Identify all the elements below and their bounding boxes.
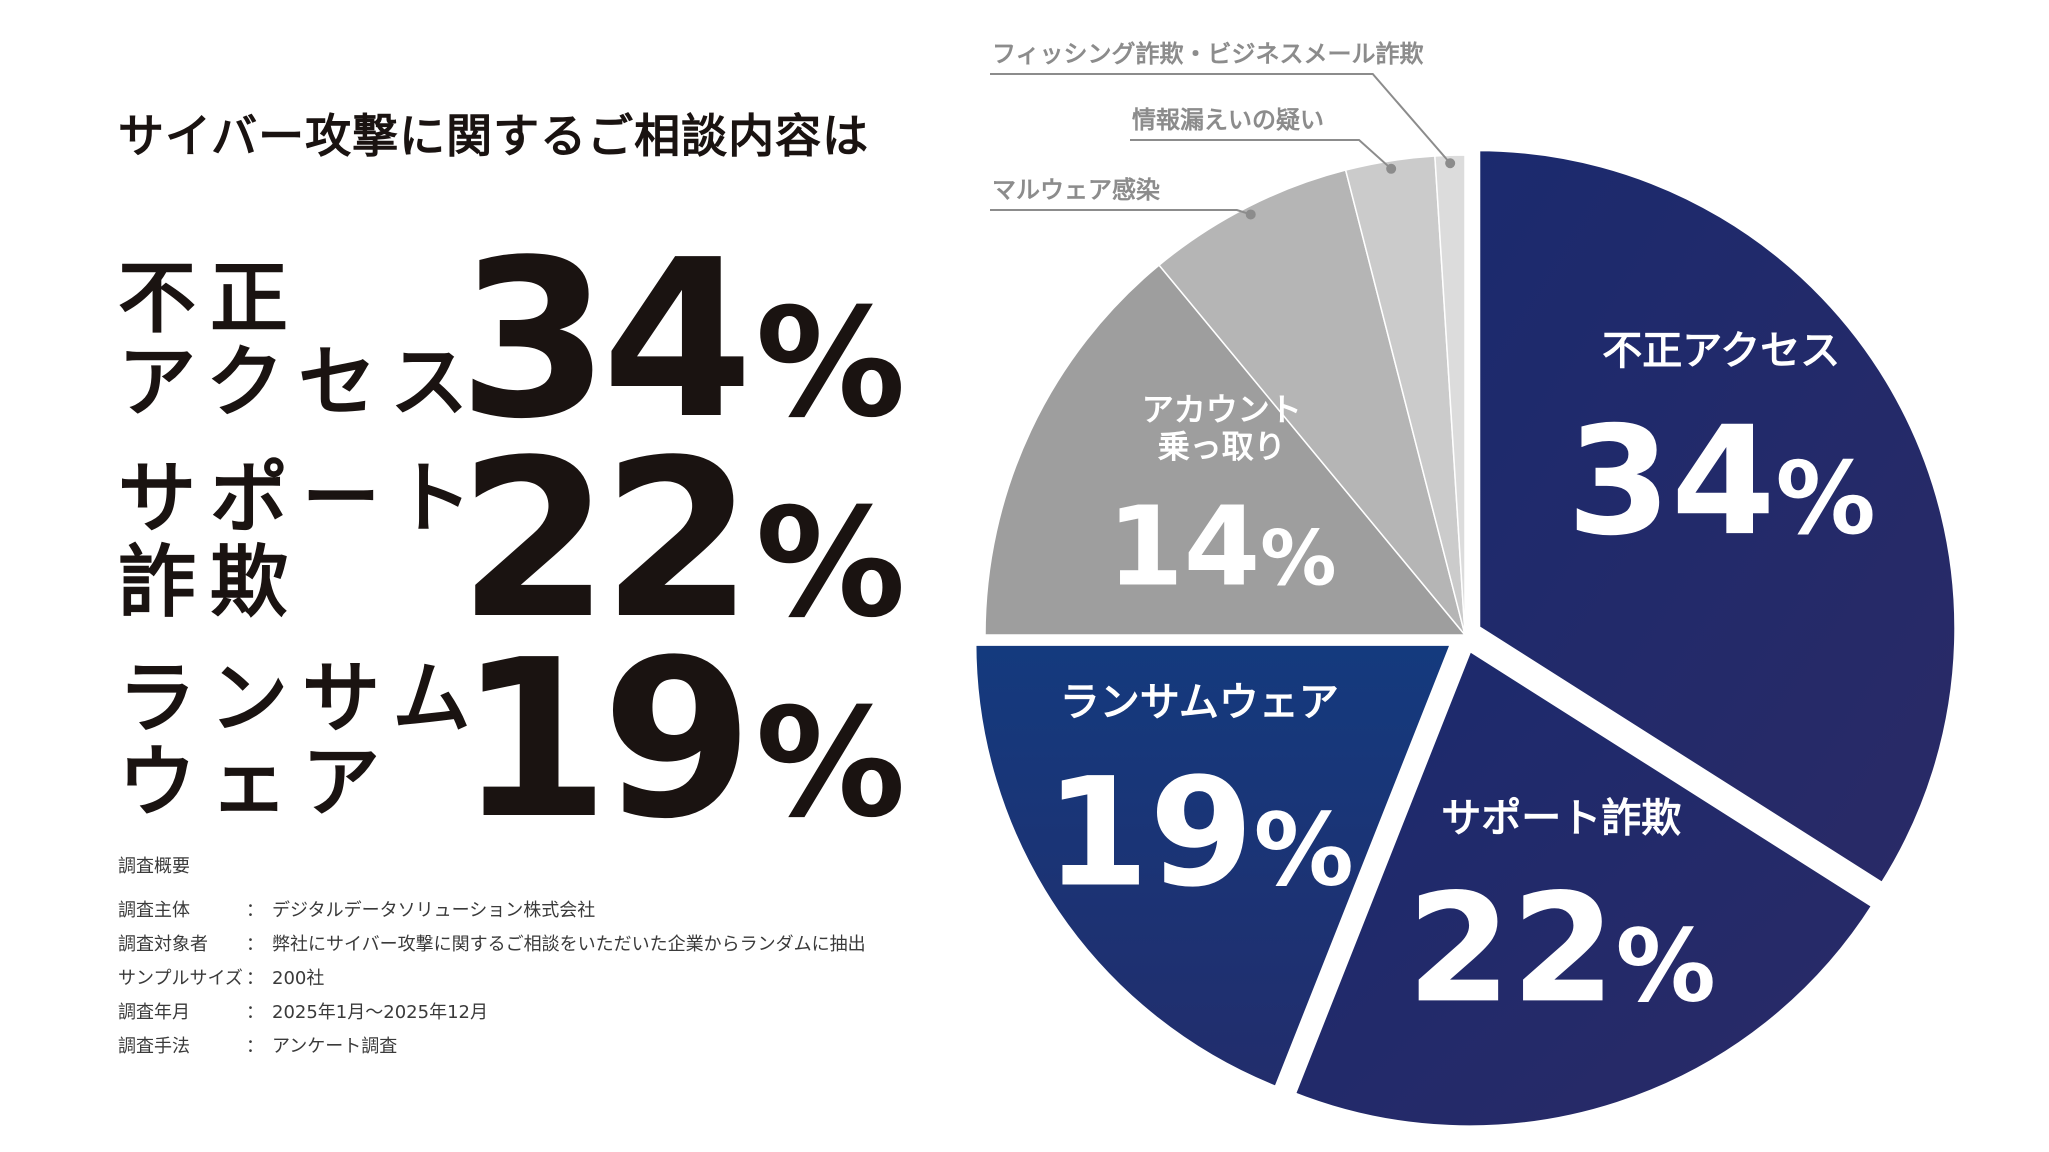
highlight-label-line1: サポート xyxy=(118,454,487,544)
percent-sign: % xyxy=(755,677,906,851)
survey-key: 調査主体 xyxy=(118,900,190,921)
percent-sign: % xyxy=(755,277,906,451)
slice-value-label: 34% xyxy=(1567,395,1876,569)
callout-label: フィッシング詐欺・ビジネスメール詐欺 xyxy=(992,40,1424,68)
pie-slice-7 xyxy=(1434,154,1466,636)
highlight-label: ランサム ウェア xyxy=(118,654,485,828)
highlight-label-line1: ランサム xyxy=(118,654,485,744)
page-title: サイバー攻撃に関するご相談内容は xyxy=(118,109,870,163)
slice-value-percent: % xyxy=(1260,513,1336,602)
survey-value: 弊社にサイバー攻撃に関するご相談をいただいた企業からランダムに抽出 xyxy=(272,934,866,955)
callout-dot xyxy=(1245,209,1256,220)
pie-slices xyxy=(970,145,1961,1132)
callout-label: マルウェア感染 xyxy=(992,176,1160,204)
survey-value: アンケート調査 xyxy=(272,1036,398,1057)
survey-heading: 調査概要 xyxy=(118,856,190,877)
survey-colon: ： xyxy=(246,1002,264,1023)
highlight-value: 34% xyxy=(458,232,906,450)
highlight-ransomware: ランサム ウェア 19% xyxy=(118,632,906,850)
callout-leader-line xyxy=(990,73,1451,164)
highlight-number: 22 xyxy=(458,414,753,667)
callout-dot xyxy=(1445,158,1456,169)
survey-key: 調査対象者 xyxy=(118,934,208,955)
pie-callouts: マルウェア感染 情報漏えいの疑い フィッシング詐欺・ビジネスメール詐欺 xyxy=(990,40,1456,220)
slice-name-label: ランサムウェア xyxy=(1060,680,1339,726)
pie-slice-1 xyxy=(1474,145,1961,890)
highlight-label-line2: 詐欺 xyxy=(118,538,303,628)
survey-value: 2025年1月～2025年12月 xyxy=(272,1002,488,1023)
slice-value-label: 22% xyxy=(1407,862,1716,1036)
slice-name-label: 不正アクセス xyxy=(1602,328,1840,374)
slice-name-label: 乗っ取り xyxy=(1158,427,1286,465)
survey-overview: 調査概要 調査主体 ： デジタルデータソリューション株式会社 調査対象者 ： 弊… xyxy=(118,852,866,1062)
slice-name-label: サポート詐欺 xyxy=(1441,795,1681,841)
slice-value-number: 19 xyxy=(1045,747,1254,921)
pie-slice-2 xyxy=(1288,643,1879,1132)
highlight-support-scam: サポート 詐欺 22% xyxy=(118,432,906,650)
callout-dot xyxy=(1386,163,1397,174)
pie-slice-3 xyxy=(970,639,1458,1094)
slice-value-number: 14 xyxy=(1107,482,1260,610)
slice-value-number: 34 xyxy=(1567,395,1776,569)
highlight-value: 19% xyxy=(458,632,906,850)
callout-leader-line xyxy=(1130,139,1392,170)
survey-row: 調査対象者 ： 弊社にサイバー攻撃に関するご相談をいただいた企業からランダムに抽… xyxy=(118,926,866,960)
slice-name-label: アカウント xyxy=(1142,391,1302,429)
survey-row: 調査主体 ： デジタルデータソリューション株式会社 xyxy=(118,892,866,926)
callout-label: 情報漏えいの疑い xyxy=(1132,106,1324,134)
highlight-number: 19 xyxy=(458,614,753,867)
highlight-label-line1: 不正 xyxy=(118,254,303,344)
highlight-label: 不正 アクセス xyxy=(118,254,483,428)
survey-colon: ： xyxy=(246,968,264,989)
highlight-label-line2: ウェア xyxy=(118,738,395,828)
percent-sign: % xyxy=(755,477,906,651)
pie-slice-5 xyxy=(1157,169,1466,636)
highlight-label: サポート 詐欺 xyxy=(118,454,487,628)
slice-value-percent: % xyxy=(1776,440,1876,557)
survey-colon: ： xyxy=(246,1036,264,1057)
survey-colon: ： xyxy=(246,934,264,955)
survey-row: サンプルサイズ ： 200社 xyxy=(118,960,866,994)
survey-key: 調査手法 xyxy=(118,1036,190,1057)
survey-colon: ： xyxy=(246,900,264,921)
slice-value-label: 14% xyxy=(1107,482,1336,610)
survey-value: デジタルデータソリューション株式会社 xyxy=(272,900,596,921)
slice-value-percent: % xyxy=(1616,907,1716,1024)
slice-value-percent: % xyxy=(1254,792,1354,909)
slice-value-label: 19% xyxy=(1045,747,1354,921)
survey-row: 調査手法 ： アンケート調査 xyxy=(118,1028,866,1062)
survey-value: 200社 xyxy=(272,968,325,989)
highlight-label-line2: アクセス xyxy=(118,338,483,428)
callout-leader-line xyxy=(990,209,1252,216)
survey-key: サンプルサイズ xyxy=(118,968,243,989)
survey-key: 調査年月 xyxy=(118,1002,190,1023)
highlight-number: 34 xyxy=(458,214,753,467)
highlight-unauthorized-access: 不正 アクセス 34% xyxy=(118,232,906,450)
slice-value-number: 22 xyxy=(1407,862,1616,1036)
highlight-value: 22% xyxy=(458,432,906,650)
survey-row: 調査年月 ： 2025年1月～2025年12月 xyxy=(118,994,866,1028)
pie-slice-4 xyxy=(984,264,1467,636)
